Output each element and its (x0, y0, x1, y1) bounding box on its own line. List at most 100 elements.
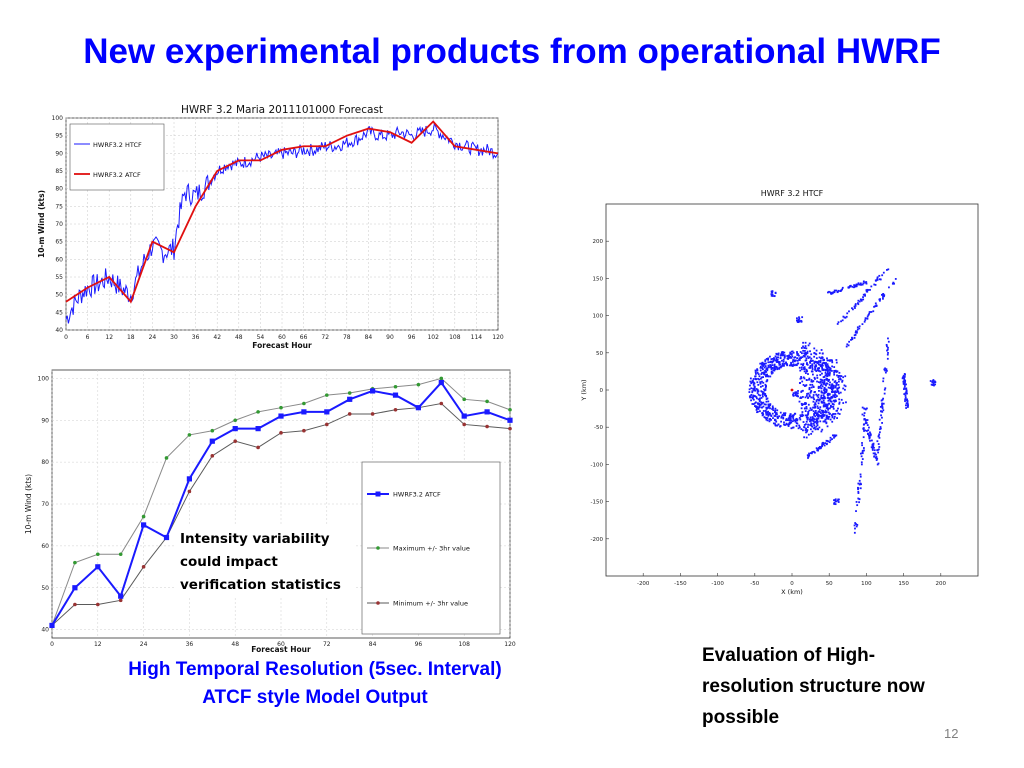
chart3-ring-point (842, 376, 845, 379)
chart3-ring-point (780, 415, 783, 418)
chart3-ring-point (789, 351, 792, 354)
chart3-core-point (802, 376, 805, 379)
chart2-series-max-marker (279, 405, 283, 410)
chart3-ring-point (825, 389, 828, 392)
chart1-y-tick-label: 45 (55, 309, 63, 316)
chart3-band-point (856, 504, 859, 507)
chart3-ring-point (802, 354, 805, 357)
chart3-band-point (887, 340, 890, 343)
chart1-y-tick-label: 85 (55, 168, 63, 175)
chart3-band-point (903, 380, 906, 382)
chart2-series-atcf-marker (278, 413, 284, 419)
chart3-band-point (894, 278, 897, 280)
chart3-band-point (872, 445, 875, 448)
chart3-core-point (821, 401, 824, 404)
chart3-ring-point (817, 396, 820, 399)
chart3-core-point (798, 366, 801, 369)
chart3-ring-point (837, 412, 840, 415)
chart3-band-point (848, 285, 851, 288)
chart3-x-tick-label: -150 (674, 581, 687, 587)
atcf-range-chart: 0 12 24 36 48 60 72 84 96 108 120 40 50 60 70 80 90 100 Fo… (22, 356, 524, 654)
chart3-ring-point (751, 397, 754, 400)
chart3-band-point (874, 453, 877, 456)
chart3-x-tick-label: -50 (750, 581, 759, 587)
chart1-x-tick-label: 102 (427, 334, 439, 341)
chart3-core-point (828, 369, 831, 371)
chart3-band-point (881, 274, 884, 277)
chart3-ring-point (779, 411, 782, 414)
chart2-x-tick-label: 12 (94, 641, 102, 648)
chart3-ring-point (815, 418, 818, 421)
chart3-ring-point (822, 369, 825, 372)
chart2-annotation-line: Intensity variability (180, 531, 330, 547)
chart3-ring-point (775, 360, 778, 363)
chart3-ring-point (811, 430, 814, 433)
chart3-ring-point (774, 355, 777, 358)
chart3-ring-point (774, 422, 776, 425)
chart3-ring-point (765, 400, 768, 403)
chart3-ring-point (792, 417, 795, 420)
chart3-ring-point (788, 356, 791, 359)
chart3-cluster-point (835, 500, 838, 503)
chart3-ring-point (808, 342, 811, 345)
chart3-ring-point (755, 409, 758, 411)
chart3-ring-point (800, 347, 803, 349)
chart3-ring-point (788, 414, 791, 417)
chart3-band-point (854, 307, 856, 309)
chart3-ring-point (758, 378, 761, 381)
chart3-core-point (827, 418, 830, 420)
chart3-ring-point (816, 417, 819, 420)
chart3-ring-point (756, 372, 759, 374)
chart2-series-max-marker (347, 391, 352, 395)
chart3-band-point (882, 271, 885, 274)
chart3-core-point (828, 398, 831, 401)
chart3-band-point (818, 447, 820, 449)
chart3-band-point (857, 482, 860, 485)
chart3-band-point (902, 383, 905, 385)
htcf-atcf-timeseries-svg: HWRF 3.2 Maria 2011101000 Forecast 0 6 12 18… (37, 104, 504, 350)
slide-title: New experimental products from operation… (83, 32, 941, 71)
chart3-band-point (878, 418, 881, 421)
chart3-ring-point (783, 354, 786, 357)
chart3-band-point (827, 440, 830, 443)
chart3-band-point (862, 298, 865, 301)
chart3-ring-point (792, 416, 794, 418)
chart3-ring-point (831, 415, 834, 418)
chart3-core-point (827, 411, 830, 414)
chart3-ring-point (838, 392, 840, 395)
chart3-ring-point (762, 381, 765, 384)
chart3-ring-point (779, 425, 781, 428)
chart3-band-point (873, 446, 875, 449)
chart3-ring-point (790, 415, 793, 418)
chart3-band-point (859, 487, 862, 490)
chart3-core-point (805, 407, 808, 410)
chart3-ring-point (759, 410, 761, 413)
chart3-core-point (829, 359, 831, 362)
chart3-ring-point (758, 399, 761, 402)
caption-left: High Temporal Resolution (5sec. Interval… (60, 656, 570, 712)
chart1-series-atcf-line (65, 120, 499, 304)
chart3-ring-point (796, 357, 798, 360)
chart3-ring-point (756, 407, 758, 410)
chart3-ring-point (778, 361, 781, 363)
chart3-band-point (865, 422, 868, 424)
chart3-band-point (851, 336, 853, 339)
chart3-ring-point (788, 419, 791, 421)
chart2-series-max-marker (73, 560, 77, 565)
chart3-ring-point (783, 351, 786, 354)
chart3-band-point (808, 452, 810, 455)
chart3-band-point (864, 408, 867, 411)
chart3-ring-point (775, 420, 778, 423)
chart3-ring-point (753, 388, 756, 391)
chart3-ring-point (770, 418, 772, 421)
chart3-band-point (882, 409, 885, 412)
chart3-band-point (876, 278, 879, 281)
chart3-ring-point (827, 372, 830, 375)
chart3-core-point (820, 387, 823, 390)
chart3-ring-point (820, 412, 822, 415)
chart1-x-tick-label: 108 (449, 334, 461, 341)
chart3-ring-point (761, 402, 764, 404)
chart3-band-point (882, 380, 885, 383)
chart2-y-tick-label: 60 (41, 543, 49, 550)
chart3-ring-point (781, 364, 784, 367)
